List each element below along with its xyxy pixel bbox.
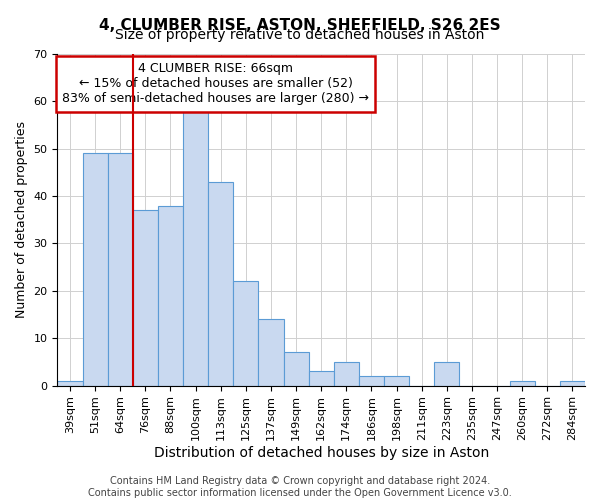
Bar <box>158 206 183 386</box>
Bar <box>308 372 334 386</box>
Text: 4 CLUMBER RISE: 66sqm
← 15% of detached houses are smaller (52)
83% of semi-deta: 4 CLUMBER RISE: 66sqm ← 15% of detached … <box>62 62 369 106</box>
Text: Size of property relative to detached houses in Aston: Size of property relative to detached ho… <box>115 28 485 42</box>
Bar <box>83 154 107 386</box>
Bar <box>208 182 233 386</box>
Text: 4, CLUMBER RISE, ASTON, SHEFFIELD, S26 2ES: 4, CLUMBER RISE, ASTON, SHEFFIELD, S26 2… <box>99 18 501 32</box>
Bar <box>384 376 409 386</box>
Bar <box>434 362 460 386</box>
Bar <box>334 362 359 386</box>
Bar <box>359 376 384 386</box>
Bar <box>107 154 133 386</box>
Bar <box>58 381 83 386</box>
Bar <box>560 381 585 386</box>
Y-axis label: Number of detached properties: Number of detached properties <box>15 122 28 318</box>
Bar <box>284 352 308 386</box>
Bar <box>183 111 208 386</box>
Bar <box>259 320 284 386</box>
Bar <box>509 381 535 386</box>
X-axis label: Distribution of detached houses by size in Aston: Distribution of detached houses by size … <box>154 446 489 460</box>
Text: Contains HM Land Registry data © Crown copyright and database right 2024.
Contai: Contains HM Land Registry data © Crown c… <box>88 476 512 498</box>
Bar <box>233 282 259 386</box>
Bar <box>133 210 158 386</box>
